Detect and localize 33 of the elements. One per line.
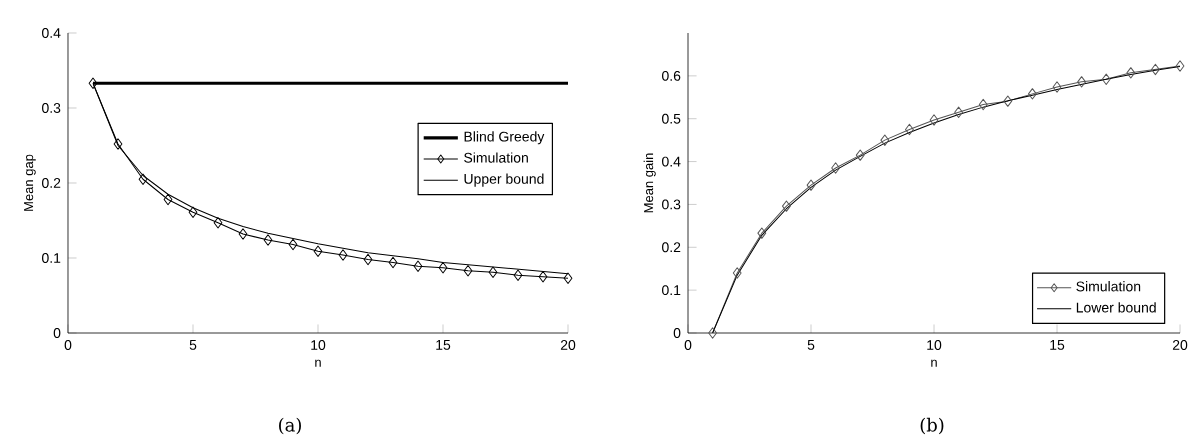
y-tick-label: 0 bbox=[53, 328, 61, 338]
text: (a) bbox=[279, 417, 301, 435]
x-tick-label: 0 bbox=[684, 340, 692, 350]
y-tick-label: 0.3 bbox=[662, 199, 681, 210]
legend-label: Lower bound bbox=[1076, 302, 1156, 313]
x-tick-label: 5 bbox=[189, 340, 197, 350]
y-axis-title: Mean gap bbox=[24, 154, 36, 211]
text: (b) bbox=[920, 417, 944, 435]
x-axis-title: n bbox=[931, 359, 937, 367]
x-tick-label: 15 bbox=[1050, 340, 1065, 350]
y-tick-label: 0.3 bbox=[42, 103, 61, 113]
y-tick-label: 0.1 bbox=[42, 253, 61, 263]
y-tick-label: 0.5 bbox=[662, 113, 681, 124]
legend-label: Upper bound bbox=[464, 173, 544, 187]
x-tick-label: 15 bbox=[436, 340, 451, 350]
x-tick-label: 20 bbox=[560, 340, 576, 350]
y-tick-label: 0.4 bbox=[662, 156, 681, 167]
x-tick-label: 0 bbox=[64, 340, 72, 350]
x-tick-label: 20 bbox=[1172, 340, 1188, 350]
y-tick-label: 0.2 bbox=[662, 242, 681, 253]
legend-label: Simulation bbox=[1076, 281, 1141, 292]
x-tick-label: 5 bbox=[807, 340, 815, 350]
y-tick-label: 0.6 bbox=[662, 70, 681, 81]
x-tick-label: 10 bbox=[311, 340, 326, 350]
x-tick-label: 10 bbox=[927, 340, 942, 350]
x-axis-title: n bbox=[315, 359, 321, 367]
y-axis-title: Mean gain bbox=[643, 153, 656, 213]
y-tick-label: 0.1 bbox=[662, 285, 681, 296]
y-tick-label: 0 bbox=[673, 328, 681, 338]
legend-label: Simulation bbox=[464, 152, 528, 163]
legend-label: Blind Greedy bbox=[464, 131, 545, 145]
y-tick-label: 0.2 bbox=[42, 178, 61, 188]
y-tick-label: 0.4 bbox=[42, 28, 61, 38]
